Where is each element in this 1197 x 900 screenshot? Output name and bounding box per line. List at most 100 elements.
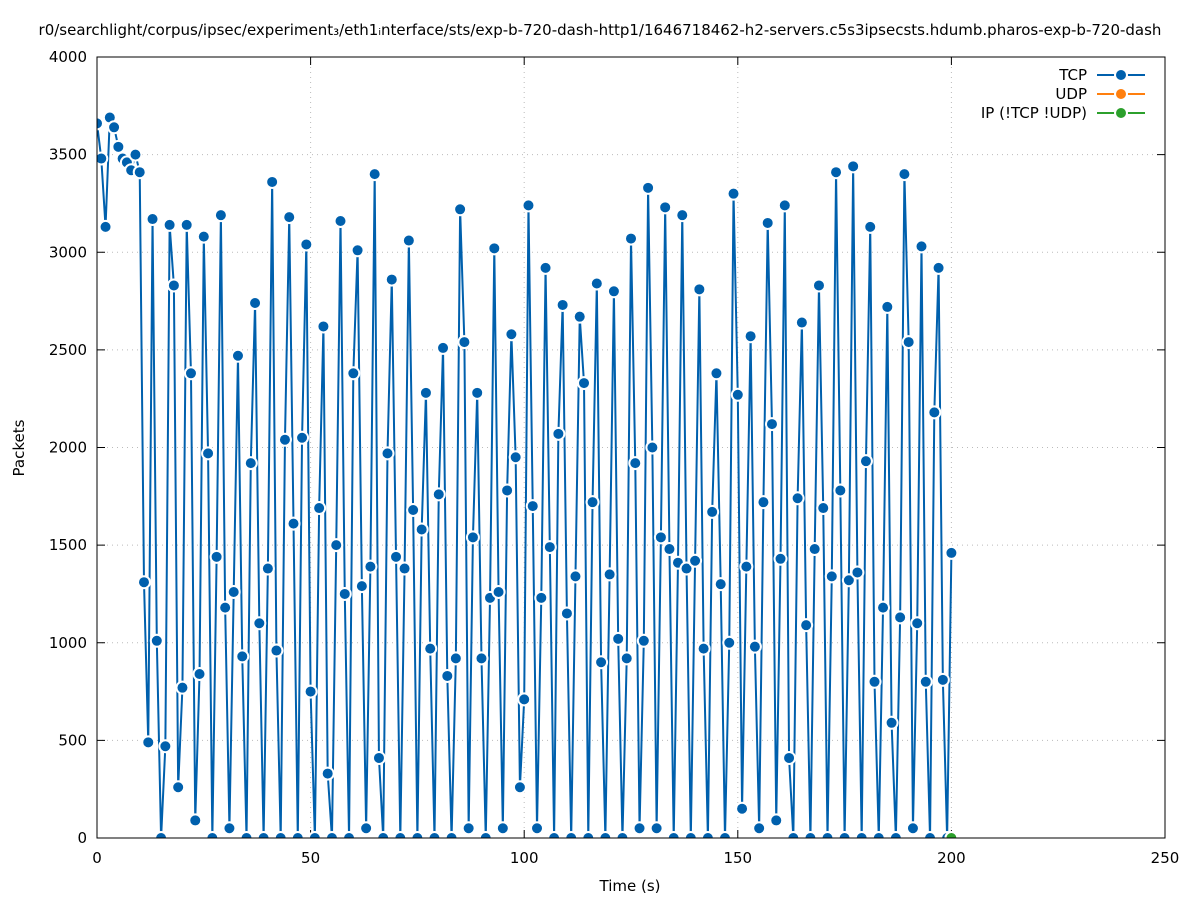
data-point: [880, 299, 895, 314]
data-point: [218, 600, 233, 615]
data-point: [440, 668, 455, 683]
data-point: [384, 272, 399, 287]
data-point: [683, 831, 698, 838]
data-point: [696, 641, 711, 656]
data-point: [611, 631, 626, 646]
x-tick-label: 0: [92, 849, 102, 867]
data-point: [406, 502, 421, 517]
data-point: [803, 831, 818, 838]
data-point: [658, 200, 673, 215]
data-point: [876, 600, 891, 615]
data-point: [666, 831, 681, 838]
data-point: [376, 831, 391, 838]
data-point: [166, 278, 181, 293]
data-point: [700, 831, 715, 838]
data-point: [773, 551, 788, 566]
data-point: [478, 831, 493, 838]
data-point: [794, 315, 809, 330]
data-point: [192, 666, 207, 681]
data-point: [769, 813, 784, 828]
data-point: [436, 340, 451, 355]
data-point: [461, 821, 476, 836]
data-point: [196, 229, 211, 244]
data-point: [393, 831, 408, 838]
data-point: [286, 516, 301, 531]
data-point: [854, 831, 869, 838]
data-point: [175, 680, 190, 695]
data-point: [858, 454, 873, 469]
data-point: [290, 831, 305, 838]
data-point: [448, 651, 463, 666]
data-point: [333, 214, 348, 229]
data-point: [824, 569, 839, 584]
data-point: [918, 674, 933, 689]
data-point: [888, 831, 903, 838]
data-point: [97, 151, 109, 166]
y-tick-label: 3000: [49, 243, 87, 261]
data-point: [726, 186, 741, 201]
data-point: [431, 487, 446, 502]
data-point: [141, 735, 156, 750]
data-point: [816, 501, 831, 516]
data-point: [577, 376, 592, 391]
data-point: [675, 208, 690, 223]
data-point: [329, 538, 344, 553]
data-point: [850, 565, 865, 580]
data-point: [905, 821, 920, 836]
data-point: [252, 616, 267, 631]
y-axis-label: Packets: [10, 419, 28, 476]
x-tick-label: 250: [1151, 849, 1180, 867]
data-point: [512, 780, 527, 795]
data-point: [829, 165, 844, 180]
data-point: [273, 831, 288, 838]
data-point: [602, 567, 617, 582]
data-point: [517, 692, 532, 707]
data-point: [594, 655, 609, 670]
data-point: [265, 174, 280, 189]
data-point: [401, 233, 416, 248]
x-axis-label: Time (s): [599, 877, 661, 895]
data-point: [132, 165, 147, 180]
data-point: [632, 821, 647, 836]
data-point: [136, 575, 151, 590]
data-point: [359, 821, 374, 836]
data-point: [316, 319, 331, 334]
data-point: [692, 282, 707, 297]
data-point: [782, 750, 797, 765]
data-point: [628, 456, 643, 471]
data-point: [487, 241, 502, 256]
data-point: [295, 430, 310, 445]
data-point: [149, 633, 164, 648]
data-point: [717, 831, 732, 838]
data-point: [145, 212, 160, 227]
data-point: [752, 821, 767, 836]
data-point: [226, 584, 241, 599]
data-point: [504, 327, 519, 342]
data-point: [470, 385, 485, 400]
chart-title: r0/searchlight/corpus/ipsec/experiment₃/…: [39, 21, 1162, 39]
data-point: [380, 446, 395, 461]
data-point: [201, 446, 216, 461]
data-point: [521, 198, 536, 213]
data-point: [547, 831, 562, 838]
data-point: [538, 260, 553, 275]
data-point: [256, 831, 271, 838]
data-point: [555, 297, 570, 312]
data-point: [508, 450, 523, 465]
data-point: [790, 491, 805, 506]
plot-frame: [96, 56, 1166, 839]
data-point: [867, 674, 882, 689]
data-point: [367, 167, 382, 182]
data-point: [410, 831, 425, 838]
data-point: [910, 616, 925, 631]
data-point: [811, 278, 826, 293]
y-tick-label: 2000: [49, 439, 87, 457]
y-tick-label: 500: [58, 731, 87, 749]
data-point: [662, 542, 677, 557]
data-point: [871, 831, 886, 838]
data-point: [444, 831, 459, 838]
plot-area: [97, 110, 959, 838]
data-point: [277, 432, 292, 447]
legend-marker: [1114, 87, 1128, 101]
data-point: [897, 167, 912, 182]
